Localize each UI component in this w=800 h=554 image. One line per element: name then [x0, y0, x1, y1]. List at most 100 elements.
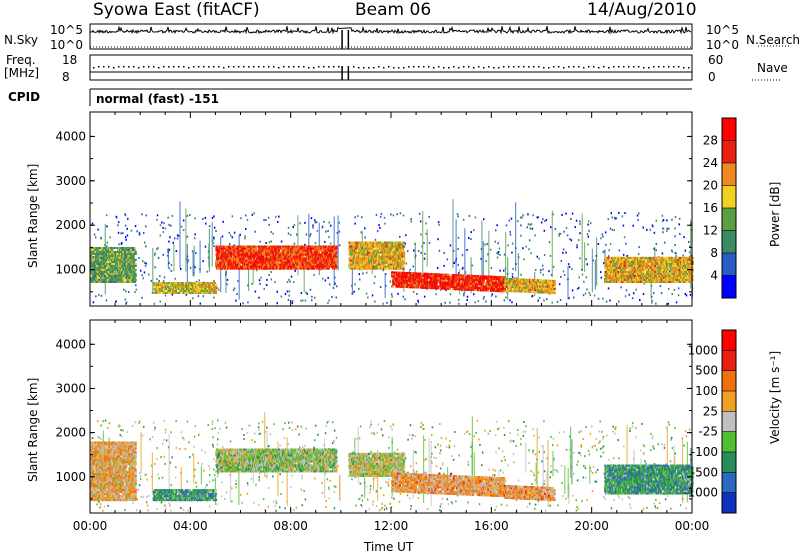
band-cell — [119, 268, 122, 271]
scatter-cell — [534, 268, 537, 271]
band-cell — [215, 249, 218, 252]
scatter-cell — [661, 214, 664, 217]
freq-dot — [203, 66, 205, 68]
scatter-cell — [194, 233, 196, 236]
scatter-cell — [499, 269, 501, 272]
scatter-cell — [520, 216, 522, 219]
streak-cell — [464, 228, 466, 294]
scatter-cell — [603, 262, 605, 265]
band-cell — [224, 251, 227, 254]
scatter-cell — [473, 229, 475, 232]
scatter-cell — [145, 262, 147, 265]
scatter-cell — [176, 234, 179, 237]
band-cell — [382, 255, 386, 258]
band-cell — [96, 254, 99, 257]
scatter-cell — [559, 232, 562, 235]
band-cell — [185, 290, 188, 292]
band-cell — [106, 258, 109, 261]
band-cell — [234, 255, 237, 258]
band-cell — [281, 249, 284, 252]
band-cell — [390, 263, 393, 266]
scatter-cell — [528, 239, 531, 242]
scatter-cell — [496, 252, 498, 255]
band-cell — [334, 249, 337, 252]
band-cell — [273, 259, 277, 262]
scatter-cell — [120, 232, 122, 235]
band-cell — [204, 288, 207, 290]
band-cell — [387, 247, 390, 250]
n-tick-high-left: 10^5 — [50, 23, 83, 37]
band-cell — [96, 264, 99, 267]
freq-dot — [543, 67, 545, 69]
band-cell — [91, 256, 94, 259]
band-cell — [164, 288, 168, 290]
band-cell — [133, 270, 136, 273]
scatter-cell — [287, 232, 290, 235]
band-cell — [157, 286, 160, 288]
scatter-cell — [193, 237, 196, 240]
band-cell — [121, 280, 124, 283]
band-cell — [381, 245, 384, 248]
band-cell — [241, 253, 244, 256]
scatter-cell — [530, 252, 532, 255]
band-cell — [253, 265, 257, 268]
scatter-cell — [300, 299, 302, 302]
band-cell — [115, 251, 118, 253]
scatter-cell — [462, 218, 465, 221]
band-cell — [315, 265, 318, 268]
scatter-cell — [471, 264, 474, 267]
scatter-cell — [649, 228, 652, 231]
band-cell — [212, 284, 215, 286]
band-cell — [121, 270, 124, 273]
band-cell — [350, 267, 353, 270]
scatter-cell — [287, 299, 290, 301]
band-cell — [355, 267, 358, 270]
freq-dot — [678, 66, 680, 68]
scatter-cell — [525, 245, 527, 248]
scatter-cell — [437, 238, 439, 241]
band-cell — [239, 251, 243, 254]
band-cell — [217, 257, 220, 260]
scatter-cell — [605, 243, 607, 246]
scatter-cell — [419, 220, 422, 223]
band-cell — [132, 256, 135, 259]
freq-dot — [228, 66, 230, 68]
n-tick-high-right: 10^5 — [706, 23, 739, 37]
band-cell — [92, 262, 95, 265]
band-cell — [157, 292, 160, 294]
scatter-cell — [314, 221, 317, 224]
scatter-cell — [587, 220, 590, 223]
freq-dot — [563, 67, 565, 69]
scatter-cell — [438, 223, 440, 226]
scatter-cell — [327, 276, 329, 279]
band-cell — [391, 243, 394, 246]
band-cell — [114, 276, 117, 279]
scatter-cell — [391, 295, 393, 298]
band-cell — [188, 290, 191, 292]
band-cell — [101, 270, 104, 273]
band-cell — [115, 272, 118, 275]
band-cell — [221, 255, 224, 258]
scatter-cell — [168, 267, 171, 270]
band-cell — [266, 267, 269, 270]
band-cell — [374, 263, 377, 266]
scatter-cell — [560, 275, 562, 278]
scatter-cell — [95, 236, 97, 239]
band-cell — [111, 272, 114, 275]
scatter-cell — [576, 287, 579, 290]
scatter-cell — [247, 284, 249, 287]
band-cell — [105, 249, 108, 251]
band-cell — [97, 266, 100, 269]
band-cell — [196, 286, 199, 288]
band-cell — [377, 265, 381, 268]
band-cell — [274, 253, 277, 256]
scatter-cell — [638, 212, 640, 215]
band-cell — [232, 263, 235, 266]
freq-dot — [238, 66, 240, 68]
freq-dot — [198, 66, 200, 68]
scatter-cell — [624, 295, 627, 298]
band-cell — [399, 253, 402, 256]
scatter-cell — [605, 300, 608, 303]
streak-cell — [426, 229, 428, 267]
scatter-cell — [286, 290, 289, 293]
